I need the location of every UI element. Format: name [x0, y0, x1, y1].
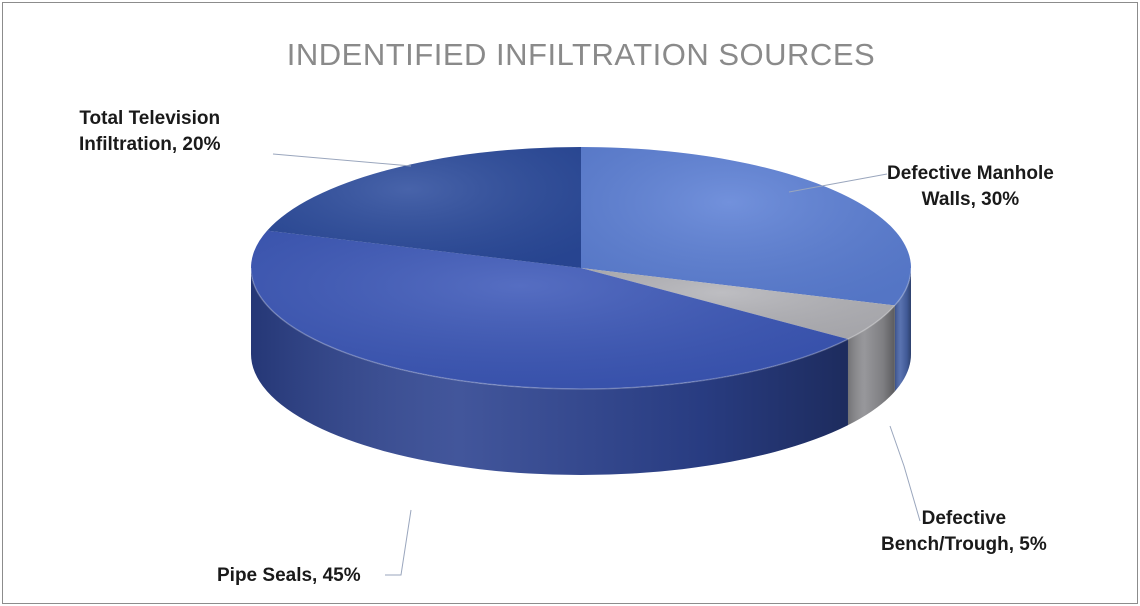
slice-side-shade-defective-manhole-walls: [894, 268, 911, 392]
slice-side-shade-pipe-seals: [251, 268, 848, 475]
data-label-total-television-infiltration: Total Television Infiltration, 20%: [79, 106, 220, 158]
leader-lines: [272, 153, 921, 576]
leader-line-defective-bench-trough: [889, 425, 921, 522]
slice-shine-defective-bench-trough: [581, 268, 895, 340]
data-label-line: Infiltration, 20%: [79, 134, 221, 155]
pie-rim: [250, 267, 912, 390]
data-label-line: Defective: [921, 508, 1007, 529]
slice-shine-defective-manhole-walls: [581, 147, 911, 306]
slice-shine-pipe-seals: [251, 230, 848, 389]
data-label-line: Defective Manhole: [887, 163, 1054, 184]
data-label-line: Bench/Trough, 5%: [881, 534, 1047, 555]
pie-tops: [250, 147, 912, 390]
data-label-line: Pipe Seals, 45%: [217, 565, 361, 586]
data-label-line: Walls, 30%: [921, 189, 1020, 210]
leader-line-total-television-infiltration: [272, 153, 412, 167]
slice-side-shade-defective-bench-trough: [847, 305, 895, 426]
data-label-defective-bench-trough: Defective Bench/Trough, 5%: [881, 506, 1047, 558]
leader-line-defective-manhole-walls: [788, 173, 888, 193]
pie-sides: [251, 268, 911, 475]
pie-chart: [250, 147, 921, 576]
chart-title: INDENTIFIED INFILTRATION SOURCES: [286, 37, 876, 72]
leader-line-pipe-seals: [385, 509, 412, 576]
data-label-defective-manhole-walls: Defective Manhole Walls, 30%: [887, 161, 1054, 213]
data-label-line: Total Television: [79, 108, 221, 129]
data-label-pipe-seals: Pipe Seals, 45%: [217, 563, 361, 589]
slice-shine-total-television-infiltration: [267, 147, 581, 268]
